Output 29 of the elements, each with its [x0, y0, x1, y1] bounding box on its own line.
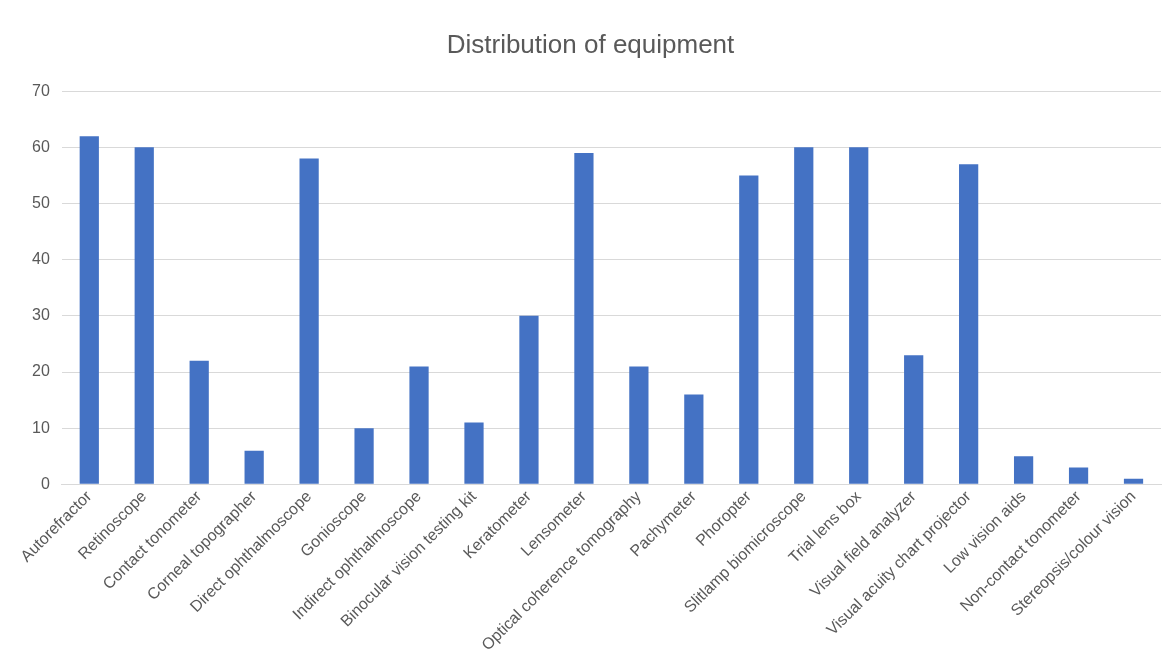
bar [684, 394, 704, 484]
bar [409, 366, 429, 484]
bar [244, 450, 264, 484]
chart-title: Distribution of equipment [446, 28, 736, 59]
bar [299, 158, 319, 484]
y-tick-label: 30 [32, 306, 50, 324]
y-tick-label: 70 [32, 81, 50, 99]
bar [519, 315, 539, 484]
bar [189, 360, 209, 484]
bar [794, 147, 814, 484]
y-tick-label: 60 [32, 137, 50, 155]
bar [629, 366, 649, 484]
bar [464, 422, 484, 484]
bar [574, 152, 594, 484]
bar [1123, 478, 1144, 484]
bar [134, 147, 154, 484]
bar [1068, 467, 1089, 484]
y-tick-label: 10 [32, 418, 50, 436]
bar [79, 136, 99, 484]
y-tick-label: 40 [32, 250, 50, 268]
bar [849, 147, 869, 484]
y-tick-label: 50 [32, 193, 50, 211]
bar [354, 428, 374, 484]
bar [1013, 456, 1034, 484]
bar [959, 164, 979, 484]
y-tick-label: 20 [32, 362, 50, 380]
bar [739, 175, 759, 484]
bar [904, 355, 924, 484]
y-tick-label: 0 [40, 474, 50, 492]
